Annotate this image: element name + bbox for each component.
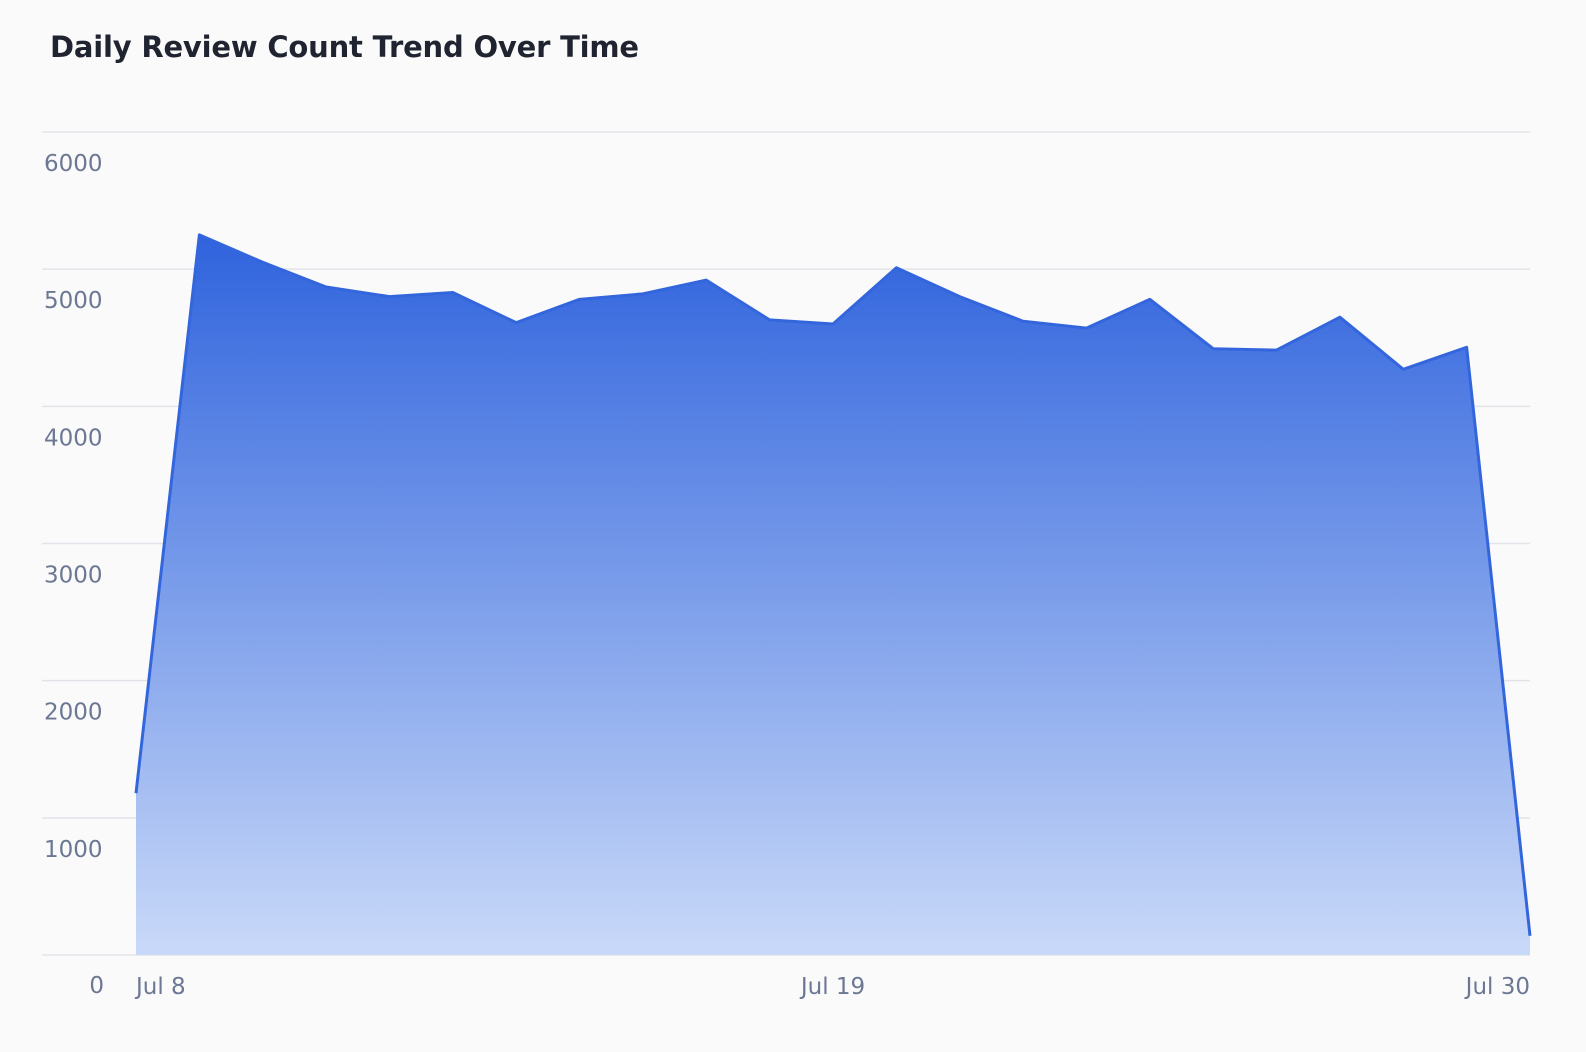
data-point[interactable]: Jul 21: 4800 [954, 291, 966, 303]
data-point[interactable]: Jul 14: 4610 [510, 317, 522, 329]
data-point[interactable]: Jul 10: 5050 [257, 256, 269, 268]
data-point[interactable]: Jul 11: 4870 [320, 281, 332, 293]
x-tick-label: Jul 30 [1464, 974, 1530, 1000]
data-point[interactable]: Jul 12: 4800 [383, 291, 395, 303]
data-point[interactable]: Jul 29: 4430 [1461, 341, 1473, 353]
data-point[interactable]: Jul 24: 4780 [1144, 293, 1156, 305]
data-point[interactable]: Jul 30: 140 [1524, 930, 1536, 942]
y-tick-label: 1000 [44, 837, 103, 863]
data-point[interactable]: Jul 8: 1180 [130, 787, 142, 799]
data-point[interactable]: Jul 27: 4650 [1334, 311, 1346, 323]
data-point[interactable]: Jul 20: 5010 [890, 262, 902, 274]
data-point[interactable]: Jul 18: 4630 [764, 314, 776, 326]
y-tick-label: 4000 [44, 425, 103, 451]
area-fill [136, 235, 1530, 955]
y-tick-label: 0 [89, 973, 104, 999]
data-point[interactable]: Jul 16: 4820 [637, 288, 649, 300]
data-point[interactable]: Jul 13: 4830 [447, 286, 459, 298]
data-point[interactable]: Jul 25: 4420 [1207, 343, 1219, 355]
x-tick-label: Jul 8 [134, 974, 186, 1000]
data-point[interactable]: Jul 9: 5250 [193, 229, 205, 241]
y-tick-label: 2000 [44, 700, 103, 726]
data-point[interactable]: Jul 15: 4780 [574, 293, 586, 305]
area-layer: Jul 8: 1180 Jul 9: 5250 Jul 10: 5050 Jul 11… [130, 229, 1536, 955]
data-point[interactable]: Jul 26: 4410 [1271, 344, 1283, 356]
y-tick-label: 6000 [44, 151, 103, 177]
data-point[interactable]: Jul 17: 4920 [700, 274, 712, 286]
data-point[interactable]: Jul 19: 4600 [827, 318, 839, 330]
data-point[interactable]: Jul 22: 4620 [1017, 315, 1029, 327]
x-tick-label: Jul 19 [799, 974, 865, 1000]
y-tick-label: 5000 [44, 288, 103, 314]
data-point[interactable]: Jul 23: 4570 [1080, 322, 1092, 334]
y-tick-label: 3000 [44, 563, 103, 589]
data-point[interactable]: Jul 28: 4270 [1397, 363, 1409, 375]
